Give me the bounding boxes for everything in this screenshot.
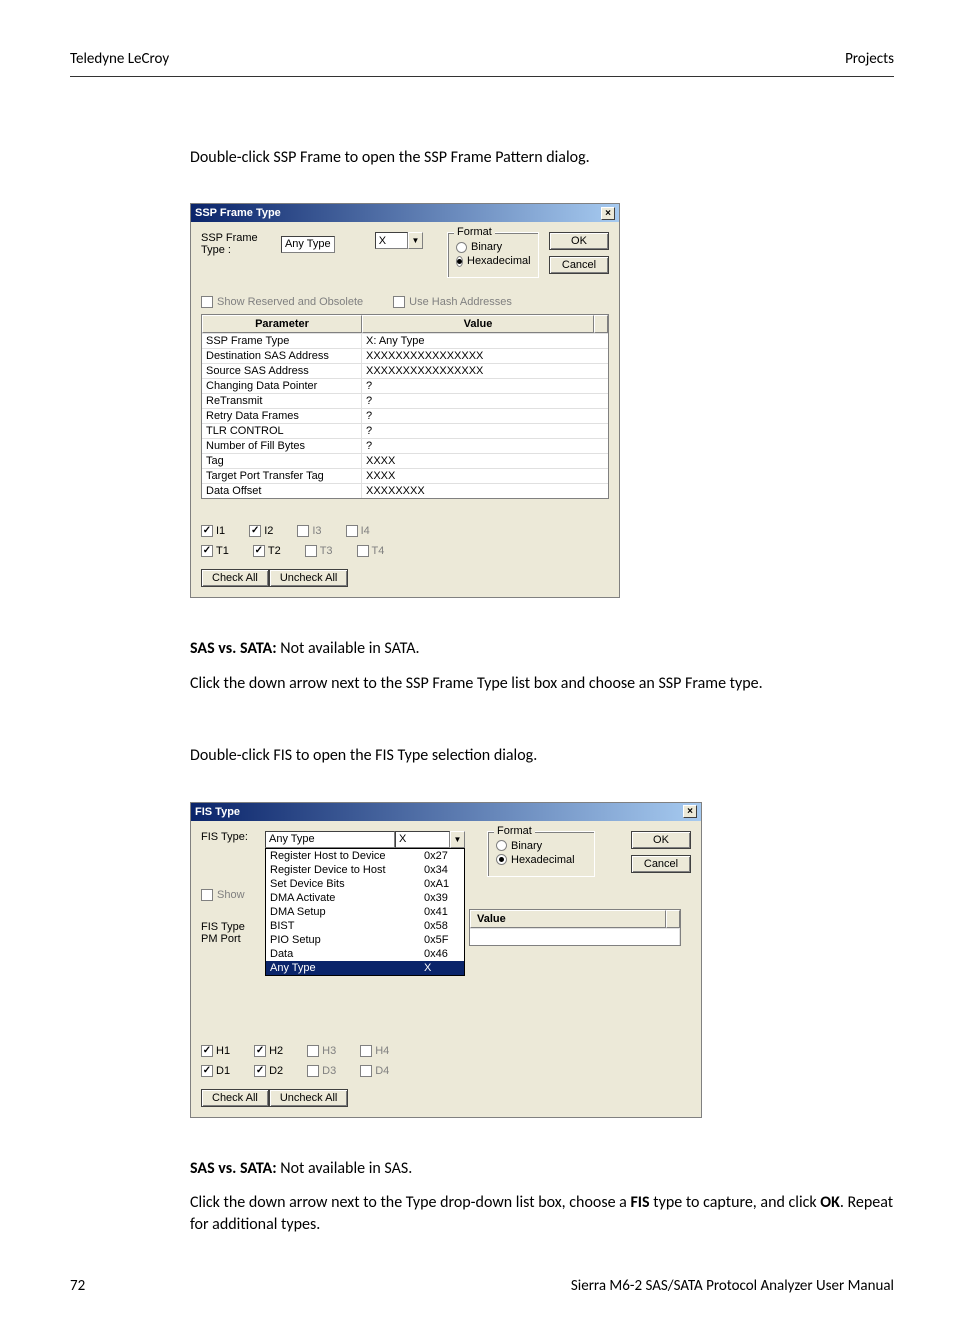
table-row[interactable]: Data OffsetXXXXXXXX (202, 483, 608, 498)
fis-dialog: FIS Type × FIS Type: Any Type X (190, 802, 702, 1118)
header-right: Projects (845, 50, 894, 68)
radio-hex[interactable]: Hexadecimal (496, 854, 586, 866)
show-reserved-check[interactable]: Show Reserved and Obsolete (201, 296, 363, 308)
instr-2: Click the down arrow next to the Type dr… (190, 1192, 894, 1237)
port-check-i4[interactable]: I4 (346, 525, 370, 537)
table-row[interactable]: Retry Data Frames? (202, 408, 608, 423)
page-number: 72 (70, 1277, 85, 1295)
port-check-t1[interactable]: T1 (201, 545, 229, 557)
port-check-d4[interactable]: D4 (360, 1065, 389, 1077)
table-row[interactable]: Source SAS AddressXXXXXXXXXXXXXXXX (202, 363, 608, 378)
ssp-dialog: SSP Frame Type × SSP Frame Type : Any Ty… (190, 203, 620, 598)
page-header: Teledyne LeCroy Projects (70, 50, 894, 77)
table-row[interactable]: TLR CONTROL? (202, 423, 608, 438)
fis-type-combo[interactable]: Any Type (265, 831, 395, 848)
use-hash-check[interactable]: Use Hash Addresses (393, 296, 512, 308)
table-row[interactable]: Destination SAS AddressXXXXXXXXXXXXXXXX (202, 348, 608, 363)
port-check-d3[interactable]: D3 (307, 1065, 336, 1077)
instr-1: Click the down arrow next to the SSP Fra… (190, 673, 894, 695)
ok-button[interactable]: OK (549, 232, 609, 250)
port-check-i2[interactable]: I2 (249, 525, 273, 537)
fis-option[interactable]: PIO Setup0x5F (266, 933, 464, 947)
port-check-i1[interactable]: I1 (201, 525, 225, 537)
port-check-t3[interactable]: T3 (305, 545, 333, 557)
port-check-d1[interactable]: D1 (201, 1065, 230, 1077)
port-check-t2[interactable]: T2 (253, 545, 281, 557)
fis-type-label: FIS Type: (201, 831, 257, 843)
table-row[interactable]: TagXXXX (202, 453, 608, 468)
fis-option[interactable]: Register Device to Host0x34 (266, 863, 464, 877)
ok-button[interactable]: OK (631, 831, 691, 849)
table-row[interactable]: Number of Fill Bytes? (202, 438, 608, 453)
chevron-down-icon[interactable]: ▼ (408, 232, 423, 249)
table-row[interactable]: SSP Frame TypeX: Any Type (202, 333, 608, 348)
port-check-i3[interactable]: I3 (297, 525, 321, 537)
fis-option[interactable]: Register Host to Device0x27 (266, 849, 464, 863)
ssp-type-field[interactable]: Any Type (281, 236, 335, 253)
intro-ssp: Double-click SSP Frame to open the SSP F… (190, 147, 894, 169)
radio-binary[interactable]: Binary (456, 241, 530, 253)
header-left: Teledyne LeCroy (70, 50, 169, 68)
uncheck-all-button[interactable]: Uncheck All (269, 1089, 348, 1107)
cancel-button[interactable]: Cancel (631, 855, 691, 873)
chevron-down-icon[interactable]: ▼ (450, 831, 465, 848)
fis-option[interactable]: BIST0x58 (266, 919, 464, 933)
port-check-h3[interactable]: H3 (307, 1045, 336, 1057)
col-value: Value (362, 315, 594, 333)
radio-hex[interactable]: Hexadecimal (456, 255, 530, 267)
port-check-h2[interactable]: H2 (254, 1045, 283, 1057)
check-all-button[interactable]: Check All (201, 1089, 269, 1107)
fis-option[interactable]: DMA Activate0x39 (266, 891, 464, 905)
port-check-h4[interactable]: H4 (360, 1045, 389, 1057)
format-group: Format Binary Hexadecimal (447, 232, 539, 278)
uncheck-all-button[interactable]: Uncheck All (269, 569, 348, 587)
fis-options-list[interactable]: Register Host to Device0x27Register Devi… (265, 848, 465, 976)
fis-title: FIS Type (195, 806, 240, 818)
port-check-h1[interactable]: H1 (201, 1045, 230, 1057)
ssp-x-combo[interactable]: X ▼ (375, 232, 423, 249)
table-row[interactable]: ReTransmit? (202, 393, 608, 408)
manual-name: Sierra M6-2 SAS/SATA Protocol Analyzer U… (571, 1277, 894, 1295)
ssp-type-label: SSP Frame Type : (201, 232, 277, 256)
sas-sata-1: SAS vs. SATA: Not available in SATA. (190, 638, 894, 660)
format-group: Format Binary Hexadecimal (487, 831, 595, 877)
port-check-d2[interactable]: D2 (254, 1065, 283, 1077)
fis-option[interactable]: Any TypeX (266, 961, 464, 975)
sas-sata-2: SAS vs. SATA: Not available in SAS. (190, 1158, 894, 1180)
page-footer: 72 Sierra M6-2 SAS/SATA Protocol Analyze… (70, 1277, 894, 1295)
close-icon[interactable]: × (683, 805, 697, 818)
fis-option[interactable]: Set Device Bits0xA1 (266, 877, 464, 891)
ssp-param-grid: Parameter Value SSP Frame TypeX: Any Typ… (201, 314, 609, 499)
port-check-t4[interactable]: T4 (357, 545, 385, 557)
ssp-title: SSP Frame Type (195, 207, 281, 219)
fis-value-col: Value (470, 910, 666, 928)
fis-show-check[interactable]: Show (201, 889, 245, 901)
col-parameter: Parameter (202, 315, 362, 333)
table-row[interactable]: Target Port Transfer TagXXXX (202, 468, 608, 483)
radio-binary[interactable]: Binary (496, 840, 586, 852)
close-icon[interactable]: × (601, 207, 615, 220)
table-row[interactable]: Changing Data Pointer? (202, 378, 608, 393)
intro-fis: Double-click FIS to open the FIS Type se… (190, 745, 894, 767)
fis-option[interactable]: Data0x46 (266, 947, 464, 961)
cancel-button[interactable]: Cancel (549, 256, 609, 274)
fis-option[interactable]: DMA Setup0x41 (266, 905, 464, 919)
check-all-button[interactable]: Check All (201, 569, 269, 587)
